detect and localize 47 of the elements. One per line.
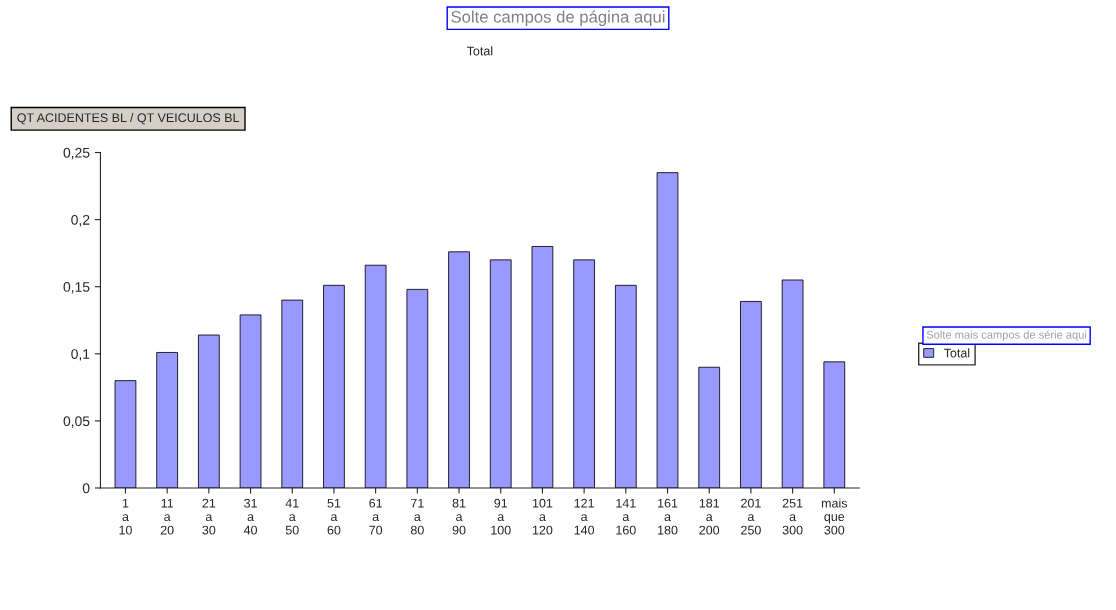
y-axis-title: QT ACIDENTES BL / QT VEICULOS BL bbox=[17, 112, 240, 125]
y-tick-label: 0,2 bbox=[71, 214, 90, 227]
bar bbox=[198, 334, 220, 488]
bar bbox=[114, 380, 137, 488]
bar bbox=[406, 288, 429, 488]
bar bbox=[281, 299, 304, 488]
x-tick-label: 101 a 120 bbox=[532, 498, 553, 535]
x-tick-label: 71 a 80 bbox=[410, 498, 424, 535]
y-tick-label: 0,15 bbox=[63, 282, 90, 294]
x-tick-label: 51 a 60 bbox=[327, 498, 341, 535]
y-tick-label: 0 bbox=[82, 483, 90, 494]
x-tick-label: 201 a 250 bbox=[741, 498, 761, 535]
bar bbox=[448, 251, 470, 488]
bar bbox=[740, 301, 762, 488]
bar bbox=[489, 259, 512, 488]
x-tick-label: 181 a 200 bbox=[699, 498, 720, 535]
x-tick-label: 251 a 300 bbox=[782, 498, 803, 535]
y-tick-label: 0,25 bbox=[63, 147, 90, 160]
bar bbox=[156, 352, 178, 488]
bar bbox=[323, 284, 345, 488]
bar bbox=[239, 314, 262, 488]
bar bbox=[614, 284, 637, 488]
x-tick-label: 121 a 140 bbox=[574, 498, 595, 535]
y-tick-label: 0,05 bbox=[63, 416, 90, 428]
bar bbox=[698, 366, 721, 488]
x-tick-label: 11 a 20 bbox=[160, 498, 174, 535]
bar bbox=[823, 361, 846, 488]
x-tick-label: 61 a 70 bbox=[369, 498, 383, 535]
x-tick-label: 41 a 50 bbox=[285, 498, 299, 535]
bar bbox=[781, 279, 804, 488]
y-tick-label: 0,1 bbox=[71, 349, 90, 361]
bar bbox=[656, 172, 679, 488]
chart-title: Total bbox=[466, 46, 493, 56]
x-tick-label: 161 a 180 bbox=[658, 498, 678, 535]
x-tick-label: 141 a 160 bbox=[616, 498, 636, 535]
text: Solte campos de página aqui bbox=[451, 10, 665, 27]
x-tick-label: 91 a 100 bbox=[491, 498, 511, 535]
bar bbox=[364, 264, 387, 488]
x-tick-label: 1 a 10 bbox=[119, 498, 132, 535]
bar bbox=[531, 246, 554, 488]
x-tick-label: mais que 300 bbox=[821, 498, 848, 535]
legend-label: Total bbox=[943, 348, 970, 358]
bar bbox=[573, 259, 595, 488]
text: Solte mais campos de série aqui bbox=[926, 330, 1087, 341]
x-tick-label: 81 a 90 bbox=[452, 498, 466, 535]
x-tick-label: 21 a 30 bbox=[202, 498, 216, 535]
x-tick-label: 31 a 40 bbox=[243, 498, 258, 535]
